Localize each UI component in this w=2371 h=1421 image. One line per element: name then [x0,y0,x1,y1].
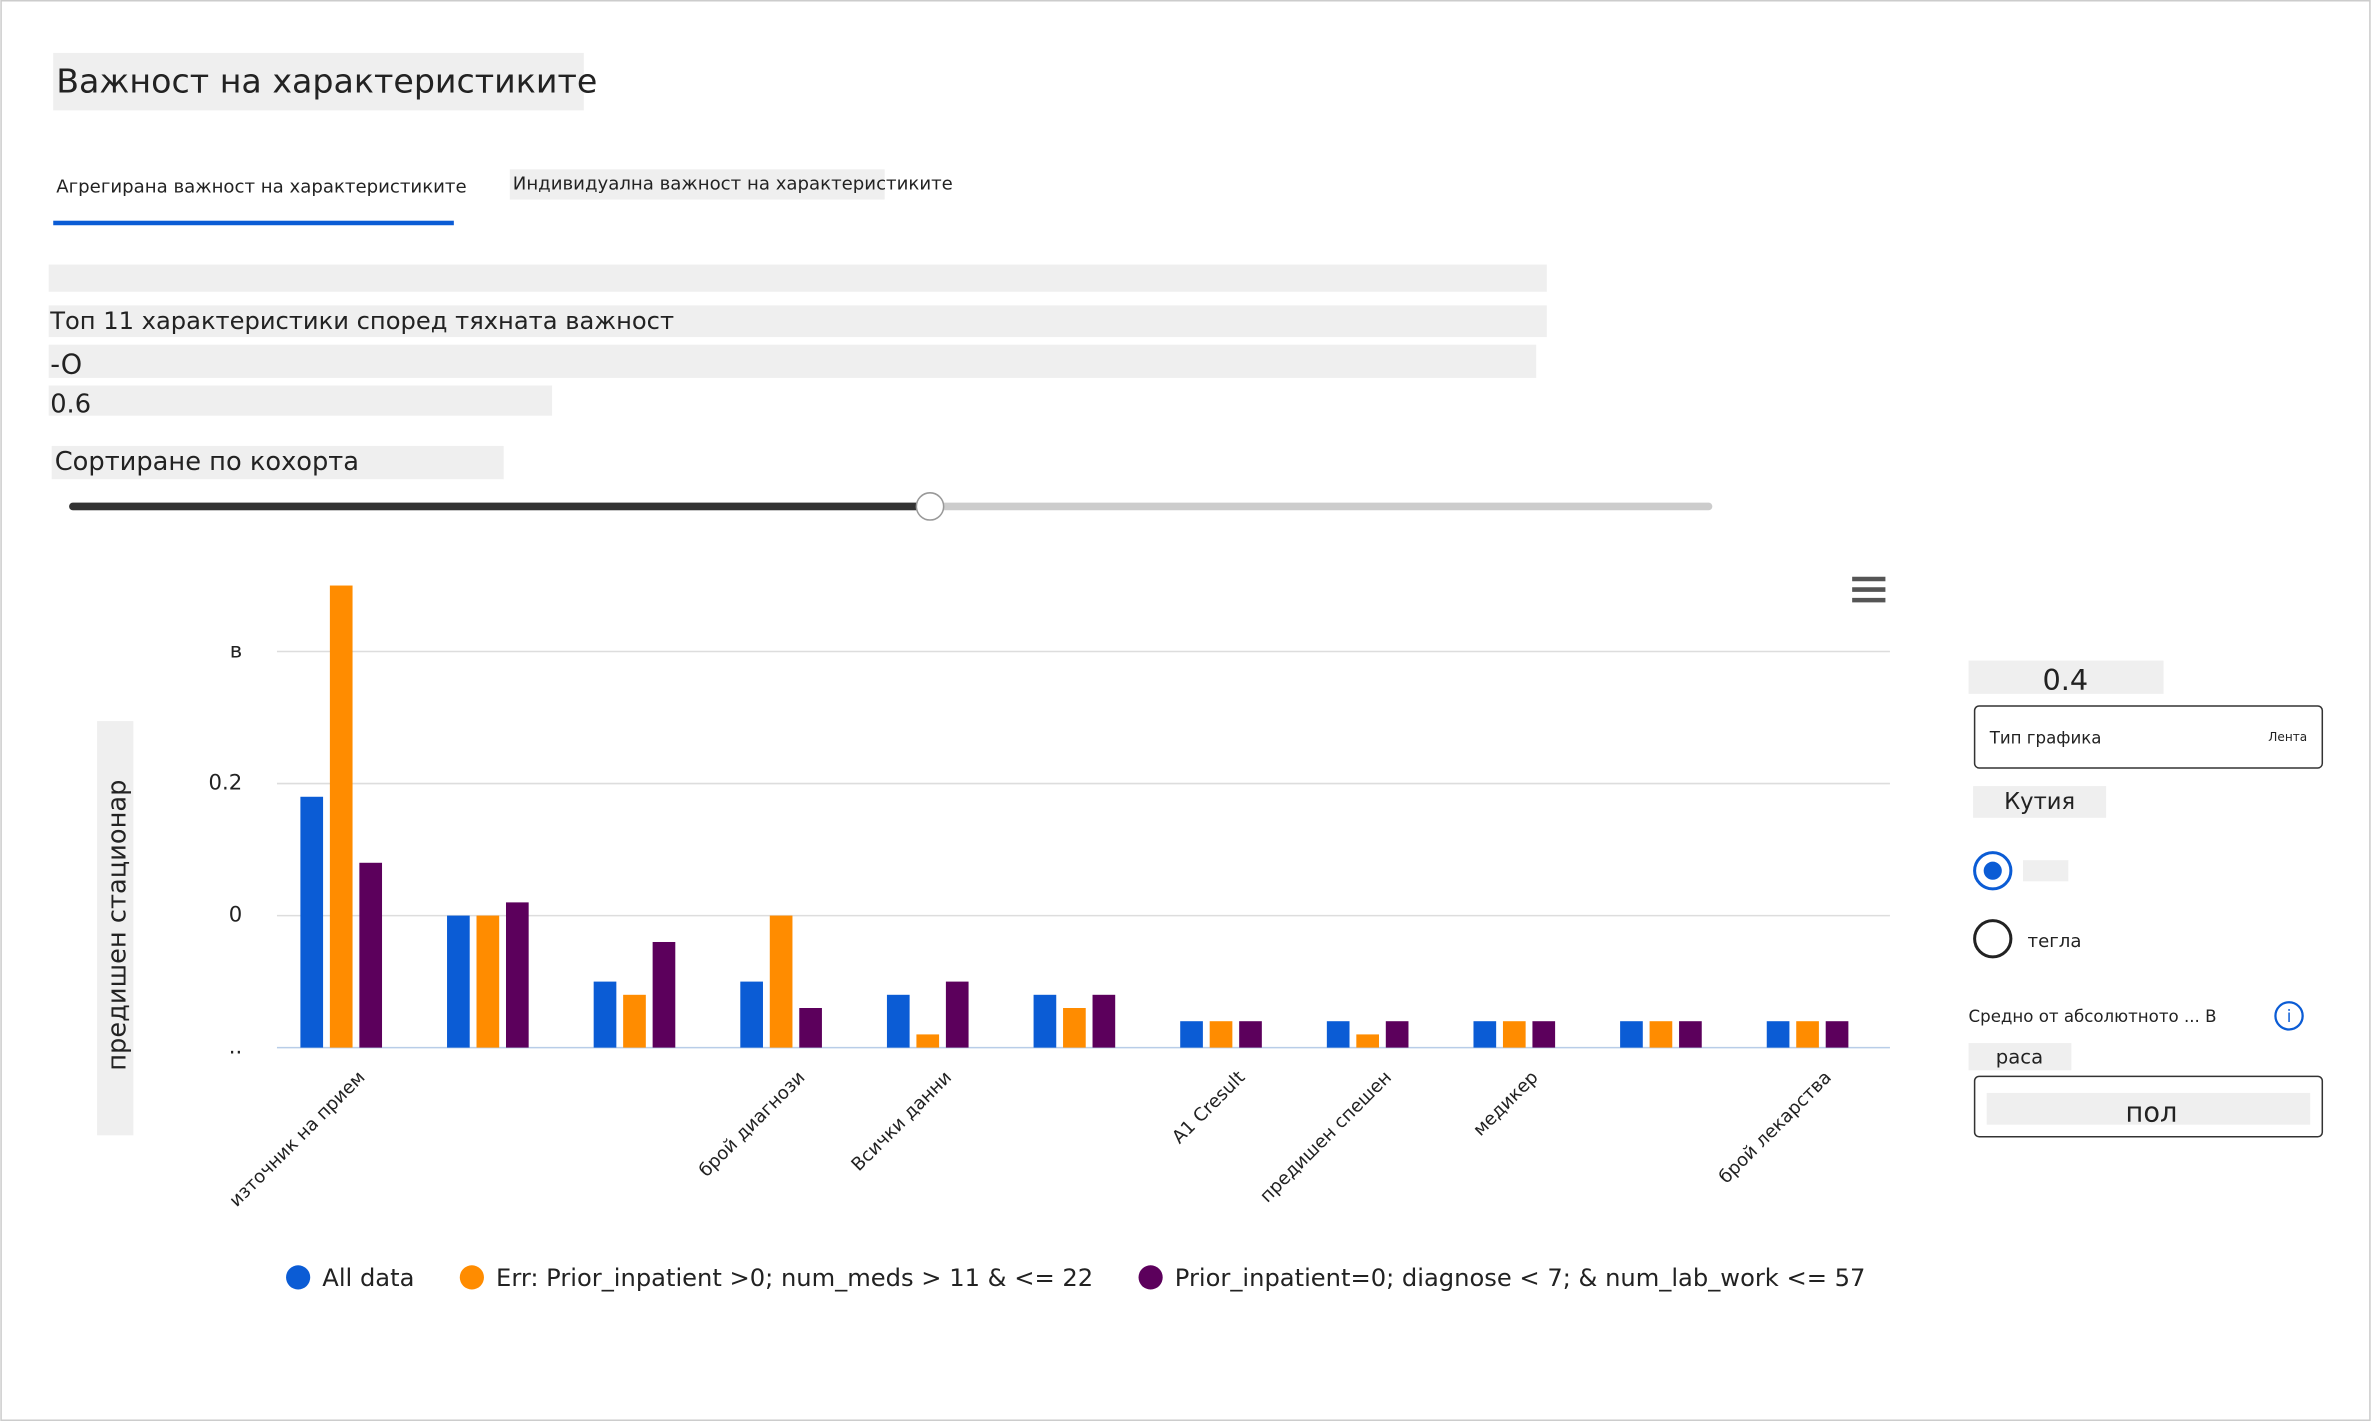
panel-bg [1968,660,2164,694]
bar [1796,1021,1819,1048]
legend-label: Prior_inpatient=0; diagnose < 7; & num_l… [1175,1264,1866,1292]
bar [652,941,676,1048]
label-bg [1968,1043,2072,1071]
field-bg [48,344,1537,378]
tab-underline [53,220,454,226]
page-title: Важност на характеристиките [56,62,597,101]
slider-value: 0.6 [50,390,91,420]
legend-marker [1138,1265,1163,1290]
bar [1620,1021,1643,1048]
bar [1679,1021,1702,1048]
bar [1180,1021,1203,1048]
label-bg [1973,786,2107,818]
bar [1473,1021,1497,1048]
field-bg [48,385,553,416]
sort-label[interactable]: Сортиране по кохорта [55,447,359,477]
bar [1649,1021,1673,1048]
dropdown-value: Лента [2268,730,2307,744]
bar [886,994,910,1048]
bar [916,1034,940,1048]
bar [329,585,353,1048]
bar [769,915,793,1048]
y-axis-label: предишен стационар [103,780,133,1071]
legend-marker [286,1265,311,1290]
legend-marker [459,1265,484,1290]
radio-label: тегла [2028,931,2082,952]
box-label: Кутия [2004,789,2075,815]
bar [476,915,500,1048]
bar [1209,1021,1233,1048]
bar [1502,1021,1526,1048]
radio[interactable] [1973,919,2013,959]
bar [593,981,617,1048]
menu-icon[interactable] [1852,576,1886,603]
info-icon[interactable] [2274,1001,2304,1031]
radio-dot [1983,861,2002,880]
y-tick-label: 0 [229,902,242,927]
dropdown-label: Тип графика [1989,729,2102,748]
bar [1385,1021,1409,1048]
bar [1356,1034,1379,1048]
top-value: -O [50,349,82,380]
bar [505,902,529,1048]
legend-label: All data [322,1264,414,1292]
bar [1766,1021,1790,1048]
bar [1239,1021,1262,1048]
chart-title-bg [48,305,1547,338]
title-bg [53,52,584,111]
description-bg [48,264,1547,292]
legend-label: Err: Prior_inpatient >0; num_meds > 11 &… [496,1264,1093,1292]
chart-title: Топ 11 характеристики според тяхната важ… [49,307,674,335]
info-glyph: i [2287,1007,2292,1026]
bar [945,981,969,1048]
bar [799,1008,822,1048]
y-tick-label: в [230,638,242,663]
bar [1326,1021,1350,1048]
bar [623,994,646,1048]
bar [1033,994,1057,1048]
y-tick-label: 0.2 [209,770,243,795]
bar [740,981,763,1048]
dropdown-value: пол [2126,1098,2178,1129]
bar [359,862,383,1048]
slider-thumb[interactable] [915,492,945,521]
bar [1092,994,1116,1048]
tab[interactable]: Агрегирана важност на характеристиките [56,176,466,197]
bar [300,796,324,1048]
measure-label: Средно от абсолютното ... В [1969,1007,2217,1026]
tab-bg [509,169,885,200]
radio-label-bg [2022,860,2069,882]
dropdown-bg [1986,1092,2311,1125]
bar [447,915,470,1048]
y-tick-label: .. [229,1034,242,1059]
y-label-bg [97,721,134,1136]
bar [1063,1008,1086,1048]
panel-value: 0.4 [2042,663,2088,697]
group-label: раса [1996,1046,2043,1069]
tab[interactable]: Индивидуална важност на характеристиките [513,173,953,194]
sort-bg [51,445,504,480]
dropdown[interactable] [1973,705,2324,769]
bar [1532,1021,1556,1048]
bar [1825,1021,1849,1048]
